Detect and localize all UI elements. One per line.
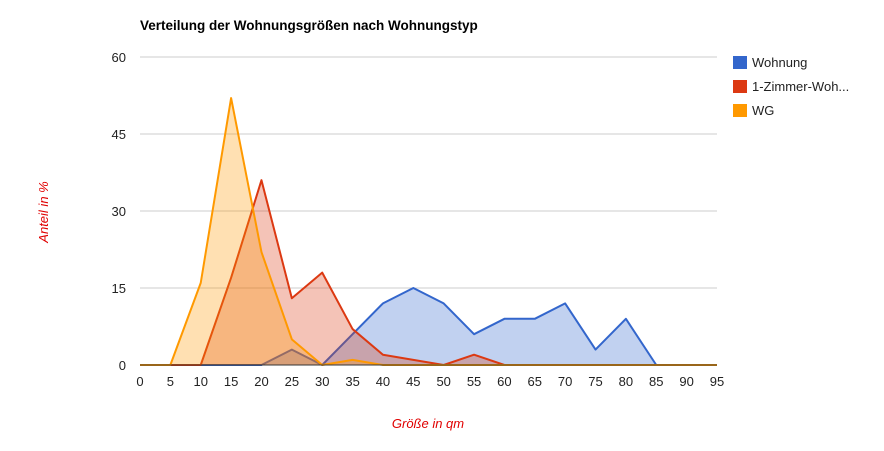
legend-swatch <box>733 104 747 117</box>
legend-swatch <box>733 80 747 93</box>
legend-label: Wohnung <box>752 55 807 70</box>
series-areas <box>140 97 717 366</box>
x-tick-label: 5 <box>167 374 174 389</box>
x-tick-label: 75 <box>588 374 602 389</box>
legend-item[interactable]: 1-Zimmer-Woh... <box>733 79 849 94</box>
x-tick-label: 15 <box>224 374 238 389</box>
x-tick-label: 55 <box>467 374 481 389</box>
y-tick-label: 45 <box>112 127 126 142</box>
legend[interactable]: Wohnung 1-Zimmer-Woh... WG <box>733 55 849 118</box>
x-tick-label: 95 <box>710 374 724 389</box>
y-tick-label: 0 <box>119 358 126 373</box>
y-tick-label: 15 <box>112 281 126 296</box>
x-tick-label: 0 <box>136 374 143 389</box>
legend-label: WG <box>752 103 774 118</box>
x-tick-label: 45 <box>406 374 420 389</box>
x-axis-title: Größe in qm <box>392 416 464 431</box>
legend-item[interactable]: WG <box>733 103 774 118</box>
axes: 0 15 30 45 60 0 5 10 15 20 25 30 35 40 45 50 55 60 65 70 75 8… <box>112 50 725 389</box>
x-tick-label: 85 <box>649 374 663 389</box>
x-tick-label: 35 <box>345 374 359 389</box>
x-tick-label: 50 <box>436 374 450 389</box>
y-axis-title: Anteil in % <box>36 181 51 243</box>
x-tick-label: 65 <box>528 374 542 389</box>
x-tick-label: 25 <box>285 374 299 389</box>
y-tick-label: 60 <box>112 50 126 65</box>
legend-label: 1-Zimmer-Woh... <box>752 79 849 94</box>
x-tick-label: 10 <box>194 374 208 389</box>
series-area-fill <box>140 98 717 366</box>
gridlines <box>140 56 717 289</box>
x-tick-label: 40 <box>376 374 390 389</box>
chart-title: Verteilung der Wohnungsgrößen nach Wohnu… <box>140 18 478 33</box>
x-tick-label: 90 <box>679 374 693 389</box>
x-tick-label: 30 <box>315 374 329 389</box>
x-tick-label: 80 <box>619 374 633 389</box>
legend-item[interactable]: Wohnung <box>733 55 807 70</box>
series-area-fill <box>140 288 717 365</box>
y-tick-label: 30 <box>112 204 126 219</box>
x-tick-label: 70 <box>558 374 572 389</box>
x-tick-label: 20 <box>254 374 268 389</box>
legend-swatch <box>733 56 747 69</box>
x-tick-label: 60 <box>497 374 511 389</box>
